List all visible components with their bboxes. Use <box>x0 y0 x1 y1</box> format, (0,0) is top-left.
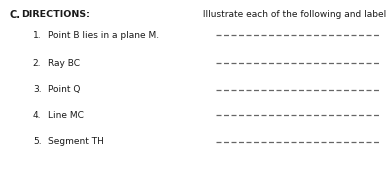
Text: 4.: 4. <box>33 111 41 120</box>
Text: C.: C. <box>10 10 20 20</box>
Text: Ray BC: Ray BC <box>48 59 80 68</box>
Text: Line MC: Line MC <box>48 111 84 120</box>
Text: Illustrate each of the following and label the diagram.: Illustrate each of the following and lab… <box>200 10 386 19</box>
Text: 2.: 2. <box>33 59 41 68</box>
Text: Point B lies in a plane M.: Point B lies in a plane M. <box>48 31 159 40</box>
Text: DIRECTIONS:: DIRECTIONS: <box>21 10 90 19</box>
Text: 1.: 1. <box>33 31 41 40</box>
Text: 3.: 3. <box>33 85 41 94</box>
Text: Segment TH: Segment TH <box>48 137 104 146</box>
Text: 5.: 5. <box>33 137 41 146</box>
Text: Point Q: Point Q <box>48 85 81 94</box>
